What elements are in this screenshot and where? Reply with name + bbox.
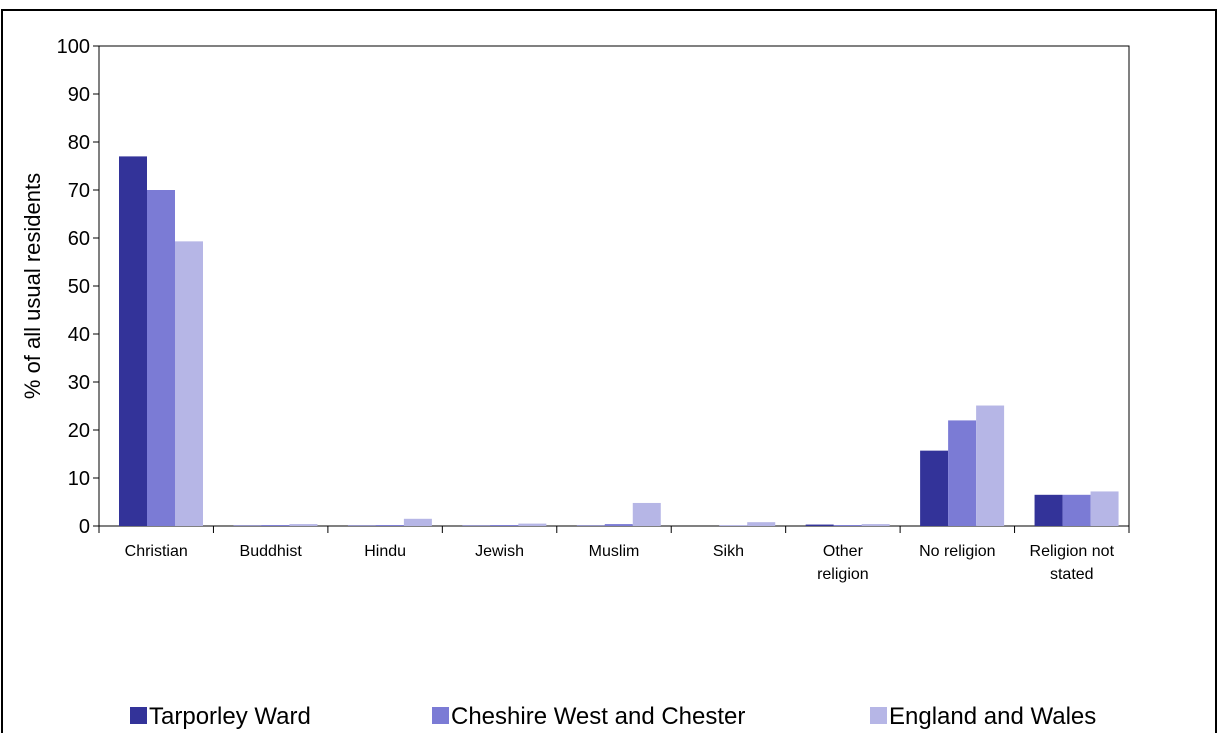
y-tick-label: 0: [79, 516, 90, 538]
category-label: Other: [823, 543, 864, 560]
bar: [175, 241, 203, 527]
y-tick-label: 20: [68, 420, 90, 442]
legend-swatch: [870, 707, 887, 724]
category-label: Buddhist: [240, 543, 303, 560]
bar: [805, 524, 834, 526]
y-tick-label: 100: [57, 36, 90, 58]
category-label: Jewish: [475, 543, 524, 560]
bar: [119, 156, 147, 526]
bar: [147, 190, 175, 526]
category-label: No religion: [919, 543, 995, 560]
category-label: Religion not: [1030, 543, 1115, 560]
legend: Tarporley Ward Cheshire West and Chester E…: [130, 703, 1096, 730]
category-label: stated: [1050, 566, 1094, 583]
legend-label: Cheshire West and Chester: [451, 703, 745, 730]
bar: [920, 450, 949, 526]
bar: [604, 524, 633, 526]
bar: [490, 525, 519, 526]
y-tick-label: 50: [68, 276, 90, 298]
bar: [518, 523, 547, 526]
bar: [1062, 494, 1091, 526]
bar: [861, 524, 890, 526]
chart-frame: [1, 9, 1217, 733]
y-tick-label: 80: [68, 132, 90, 154]
bar: [632, 502, 661, 526]
plot-area: 0 10 20 30 40 50 60 70 80 90 100 Christian Buddhist H…: [57, 36, 1130, 583]
legend-swatch: [130, 707, 147, 724]
y-tick-label: 70: [68, 180, 90, 202]
bar: [261, 525, 290, 526]
bar: [833, 525, 862, 526]
bar: [976, 405, 1005, 526]
y-tick-label: 90: [68, 84, 90, 106]
bar: [289, 524, 318, 526]
bar: [1034, 494, 1063, 526]
bar: [747, 522, 776, 526]
legend-swatch: [432, 707, 449, 724]
y-tick-label: 30: [68, 372, 90, 394]
y-tick-label: 60: [68, 228, 90, 250]
category-label: Sikh: [713, 543, 744, 560]
category-label: religion: [817, 566, 869, 583]
category-label: Muslim: [589, 543, 640, 560]
bar: [375, 525, 404, 526]
bar: [948, 420, 977, 526]
y-axis-label: % of all usual residents: [20, 173, 45, 399]
bar: [403, 518, 432, 526]
y-tick-label: 10: [68, 468, 90, 490]
legend-label: England and Wales: [889, 703, 1096, 730]
category-label: Christian: [125, 543, 188, 560]
y-tick-label: 40: [68, 324, 90, 346]
legend-label: Tarporley Ward: [149, 703, 311, 730]
bar: [1090, 491, 1119, 526]
category-label: Hindu: [364, 543, 406, 560]
